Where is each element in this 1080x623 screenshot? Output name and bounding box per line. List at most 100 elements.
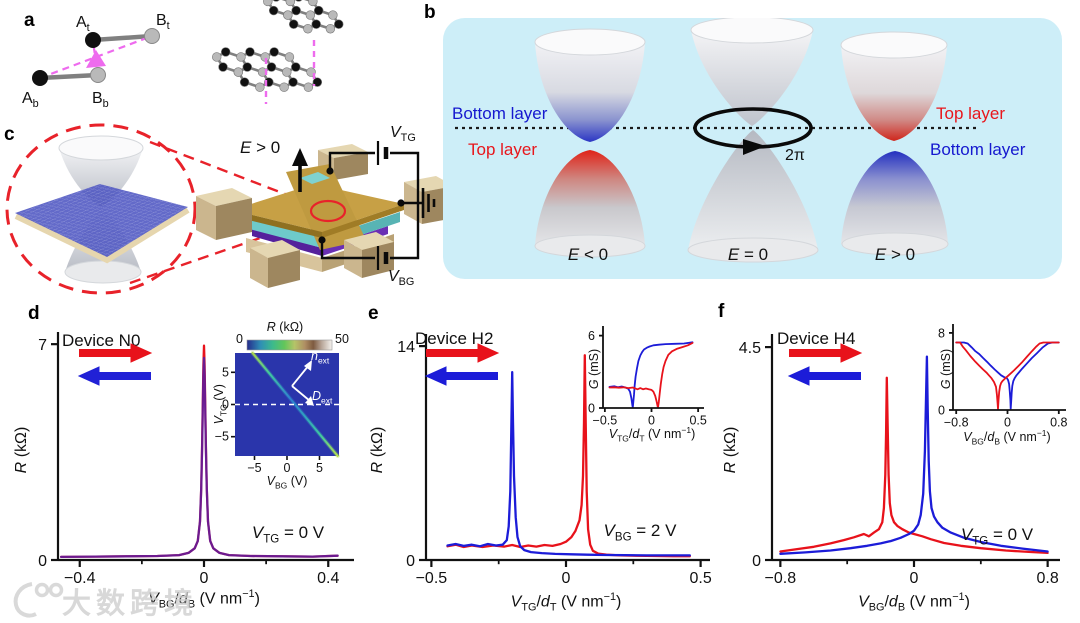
- atom-label-Bt: Bt: [156, 12, 170, 33]
- svg-text:0: 0: [910, 570, 919, 587]
- chart-canvas-f: −0.8 0 0.804.5: [739, 334, 1060, 587]
- y-axis-label-f: R (kΩ): [722, 426, 739, 474]
- svg-text:−5: −5: [215, 430, 229, 444]
- y-axis-label-e: R (kΩ): [369, 426, 386, 474]
- atom-label-Bb: Bb: [92, 90, 109, 111]
- svg-text:−5: −5: [247, 461, 261, 475]
- hall-bar-device: [196, 144, 443, 288]
- sweep-direction-legend-e: [424, 343, 500, 386]
- panel-d-chart: −0.4 0 0.4 0 7 Device N0 R (kΩ) VBG/dB (V nm…: [0, 295, 360, 623]
- colorbar-min-label: 0: [236, 332, 243, 346]
- svg-text:0: 0: [1004, 416, 1011, 430]
- x-axis-label-f-inset: VBG/dB (V nm−1): [963, 428, 1051, 447]
- top-layer-label-left: Top layer: [468, 140, 537, 159]
- colorbar-max-label: 50: [335, 332, 349, 346]
- ground-icon: [421, 188, 436, 218]
- lattice-unit-cell-graphic: [32, 28, 160, 86]
- panel-label-d: d: [28, 303, 40, 324]
- panel-label-a: a: [24, 10, 35, 31]
- bilayer-lattice-graphic: [212, 0, 344, 104]
- conductance-plot-f-inset: −0.8 0 0.8 0 8: [935, 310, 1080, 450]
- svg-text:−0.4: −0.4: [64, 570, 96, 587]
- sweep-direction-legend-d: [77, 343, 153, 386]
- dirac-cone-zoom: [5, 123, 197, 295]
- y-axis-label-f-inset: G (mS): [939, 348, 953, 390]
- watermark-text: 大数跨境: [62, 588, 199, 620]
- electric-field-arrow: [292, 148, 308, 192]
- svg-text:5: 5: [316, 461, 323, 475]
- device-name-f: Device H4: [777, 329, 856, 348]
- field-zero-label: E = 0: [727, 245, 769, 264]
- condition-label-d: VTG = 0 V: [251, 523, 325, 546]
- svg-text:0: 0: [38, 553, 47, 570]
- x-axis-label-d: VBG/dB (V nm−1): [148, 588, 260, 611]
- svg-text:7: 7: [38, 337, 47, 354]
- panel-label-e: e: [368, 303, 379, 324]
- bottom-layer-label-right: Bottom layer: [930, 140, 1026, 159]
- svg-text:0.4: 0.4: [317, 570, 339, 587]
- top-layer-label-right: Top layer: [936, 104, 1005, 123]
- resistance-plot-d: −0.4 0 0.4 0 7: [0, 295, 360, 623]
- atom-Bb: [90, 67, 106, 83]
- svg-text:0: 0: [938, 404, 945, 418]
- svg-text:4.5: 4.5: [739, 340, 761, 357]
- svg-text:8: 8: [938, 326, 945, 340]
- svg-text:−0.8: −0.8: [765, 570, 797, 587]
- svg-text:−0.5: −0.5: [593, 414, 618, 428]
- svg-text:0: 0: [752, 553, 761, 570]
- x-axis-label-f: VBG/dB (V nm−1): [858, 591, 970, 614]
- svg-text:0: 0: [222, 398, 229, 412]
- svg-text:14: 14: [397, 339, 415, 356]
- y-axis-label-d: R (kΩ): [13, 426, 30, 474]
- svg-text:0: 0: [284, 461, 291, 475]
- svg-text:6: 6: [588, 329, 595, 343]
- atom-Ab: [32, 70, 48, 86]
- resistance-plot-f: −0.8 0 0.8 0 4.5: [715, 295, 1080, 623]
- field-positive-label: E > 0: [874, 245, 916, 264]
- field-positive-device-label: E > 0: [240, 138, 281, 157]
- chart-canvas-d: −0.4 0 0.4 0 7: [38, 332, 354, 587]
- device-schematic-graphic: [5, 123, 443, 295]
- svg-text:0.5: 0.5: [689, 570, 711, 587]
- colorbar-title: R (kΩ): [266, 320, 304, 334]
- gate-map-heatmap: −5 0 5 5 0 −5: [215, 316, 370, 496]
- panel-d-inset-map: −5 0 5 5 0 −5 R (kΩ) 0 50 VTG (V) VBG (V) nex…: [212, 316, 370, 496]
- displacement-field-label: Dext: [312, 389, 333, 406]
- watermark-logo-icon: [13, 582, 64, 618]
- device-name-d: Device N0: [62, 331, 141, 350]
- band-structure-graphic: [455, 18, 978, 263]
- bottom-layer-label-left: Bottom layer: [452, 104, 548, 123]
- panel-label-b: b: [424, 2, 436, 23]
- condition-label-e: VBG = 2 V: [603, 521, 677, 544]
- svg-text:0.5: 0.5: [689, 414, 706, 428]
- x-axis-label-d-inset: VBG (V): [266, 474, 308, 491]
- bands-E-zero: [687, 18, 819, 263]
- conductance-plot-e-inset: −0.5 0 0.5 0 6: [585, 315, 745, 450]
- bottom-gate-voltage-label: VBG: [388, 268, 415, 289]
- winding-phase-label: 2π: [785, 147, 805, 164]
- field-negative-label: E < 0: [567, 245, 609, 264]
- top-gate-battery-icon: [376, 141, 389, 165]
- device-highlight-ellipse: [309, 199, 347, 223]
- bands-E-positive: [840, 31, 949, 256]
- bands-E-negative: [534, 28, 646, 258]
- svg-text:0.8: 0.8: [1050, 416, 1067, 430]
- bottom-gate-battery-icon: [376, 246, 389, 270]
- chart-canvas-f-inset: −0.8 0 0.808: [938, 324, 1068, 430]
- svg-text:0: 0: [648, 414, 655, 428]
- atom-label-Ab: Ab: [22, 90, 39, 111]
- svg-text:0: 0: [406, 553, 415, 570]
- x-axis-label-e-inset: VTG/dT (V nm−1): [608, 425, 696, 444]
- y-axis-label-e-inset: G (mS): [587, 348, 601, 390]
- svg-text:−0.8: −0.8: [944, 416, 969, 430]
- svg-text:0.8: 0.8: [1037, 570, 1059, 587]
- berry-phase-winding-arrow: [693, 107, 813, 155]
- resistance-plot-e: −0.5 0 0.5 0 14: [360, 295, 715, 623]
- atom-Bt: [144, 28, 160, 44]
- stacking-shift-arrowhead: [86, 50, 106, 68]
- panel-f-chart: −0.8 0 0.8 0 4.5 Device H4 R (kΩ) VBG/dB (V …: [715, 295, 1080, 623]
- svg-text:0: 0: [588, 402, 595, 416]
- x-axis-label-e: VTG/dT (V nm−1): [510, 591, 622, 614]
